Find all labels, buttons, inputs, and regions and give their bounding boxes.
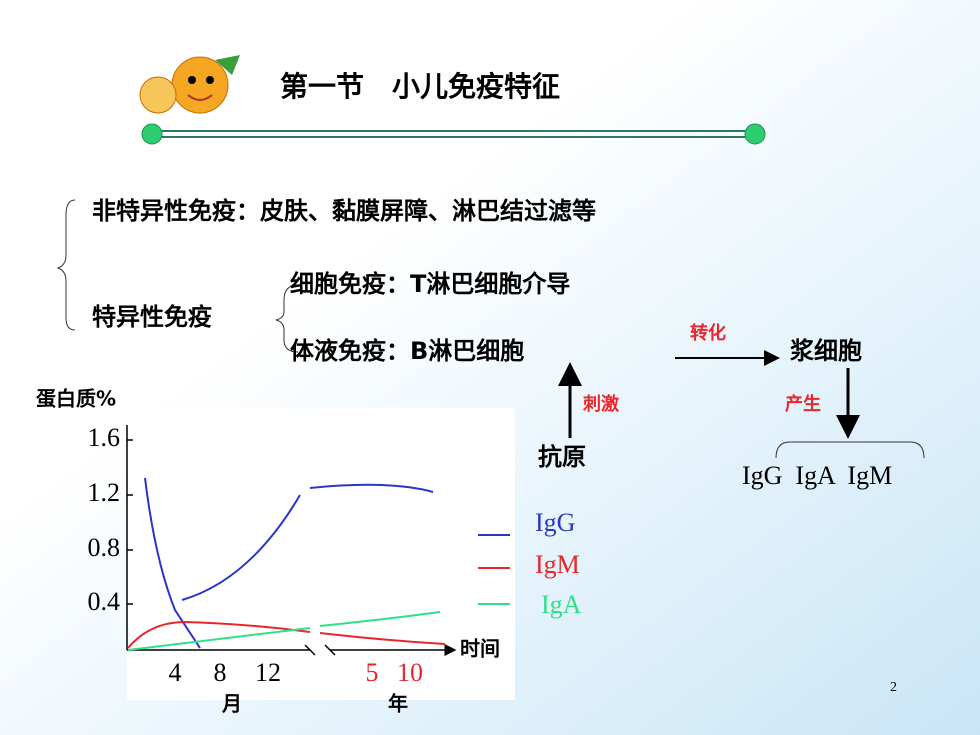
chart-area <box>127 408 515 700</box>
antibodies: IgG IgA IgM <box>742 461 892 490</box>
brace <box>775 441 925 459</box>
humoral-label: 体液免疫： <box>290 337 410 365</box>
plasma: 浆细胞 <box>790 337 862 365</box>
curves <box>127 477 446 651</box>
cellular-label: 细胞免疫： <box>290 270 410 298</box>
legend-label: IgA <box>541 590 582 619</box>
title: 第一节 小儿免疫特征 <box>280 70 560 103</box>
x-tick-label: 4 <box>169 658 182 687</box>
x-tick-label: 5 <box>366 658 379 687</box>
nonspecific: 非特异性免疫：皮肤、黏膜屏障、淋巴结过滤等 <box>92 197 596 225</box>
month-label: 月 <box>221 692 242 716</box>
y-tick-label: 1.6 <box>88 423 121 452</box>
y-tick-label: 0.8 <box>88 533 121 562</box>
x-tick-label: 12 <box>255 658 281 687</box>
specific: 特异性免疫 <box>92 303 212 331</box>
axes <box>126 425 457 656</box>
humoral-text: B淋巴细胞 <box>410 337 524 365</box>
stimulate: 刺激 <box>583 393 619 415</box>
legend-label: IgM <box>535 550 580 579</box>
header-icon <box>139 55 240 114</box>
brace <box>275 284 299 353</box>
produce: 产生 <box>785 393 821 415</box>
brace <box>56 199 76 331</box>
year-label: 年 <box>388 692 408 716</box>
y-label: 蛋白质% <box>36 387 116 411</box>
x-label: 时间 <box>460 637 500 661</box>
y-tick-label: 0.4 <box>88 587 121 616</box>
title-rule <box>141 123 766 145</box>
transform: 转化 <box>690 322 726 344</box>
legend-label: IgG <box>535 508 575 537</box>
antigen: 抗原 <box>538 443 586 471</box>
page-number: 2 <box>890 680 897 695</box>
x-tick-label: 10 <box>397 658 423 687</box>
cellular-text: T淋巴细胞介导 <box>410 270 570 298</box>
x-tick-label: 8 <box>214 658 227 687</box>
y-tick-label: 1.2 <box>88 478 121 507</box>
